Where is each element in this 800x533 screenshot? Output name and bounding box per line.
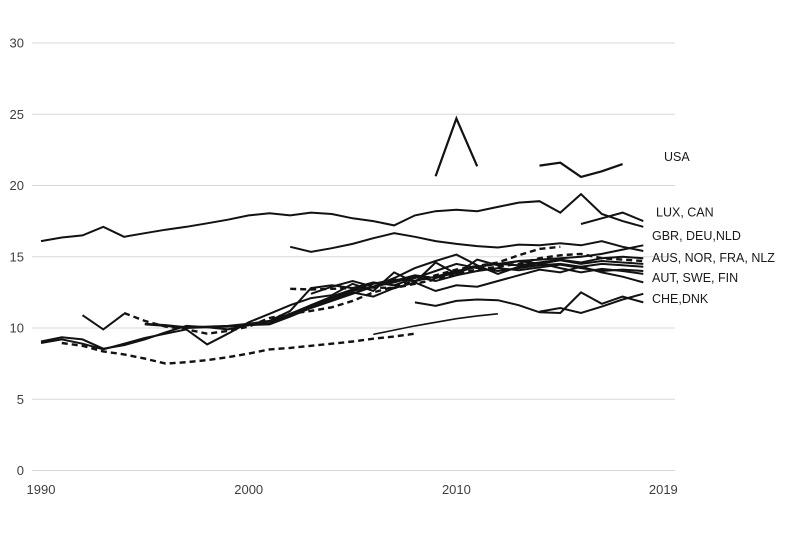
series-line-fin-8: [81, 312, 125, 331]
series-line-lux-3: [580, 211, 644, 225]
y-tick-label-0: 0: [17, 463, 24, 478]
series-label-gbr-deu-nld: GBR, DEU,NLD: [652, 229, 741, 243]
series-line-dnk-18: [539, 292, 644, 315]
y-tick-label-10: 10: [10, 321, 24, 336]
series-line-dnk-17: [373, 313, 498, 336]
x-tick-label-2019: 2019: [649, 482, 678, 497]
series-label-aut-swe-fin: AUT, SWE, FIN: [652, 271, 738, 285]
series-line-deu-5: [144, 244, 644, 330]
series-line-nor-11: [40, 258, 644, 351]
series-label-aus-nor-fra-nlz: AUS, NOR, FRA, NLZ: [652, 251, 775, 265]
series-line-che-15: [61, 332, 416, 365]
series-line-nld-6: [123, 245, 561, 335]
y-tick-label-25: 25: [10, 107, 24, 122]
series-line-usa-0: [434, 115, 479, 177]
series-line-can-2: [40, 192, 644, 243]
series-line-usa-1: [539, 161, 623, 179]
series-line-aus-10: [40, 255, 644, 350]
x-tick-label-1990: 1990: [27, 482, 56, 497]
series-line-che-16: [414, 291, 644, 315]
x-tick-label-2000: 2000: [234, 482, 263, 497]
series-label-che-dnk: CHE,DNK: [652, 292, 709, 306]
x-tick-label-2010: 2010: [442, 482, 471, 497]
series-label-lux-can: LUX, CAN: [656, 206, 714, 220]
series-label-usa: USA: [664, 150, 690, 164]
y-tick-label-15: 15: [10, 249, 24, 264]
y-tick-label-30: 30: [10, 36, 24, 51]
y-tick-label-5: 5: [17, 392, 24, 407]
series-line-gbr-4: [289, 232, 644, 253]
series-line-swe-14: [269, 265, 644, 325]
y-tick-label-20: 20: [10, 178, 24, 193]
